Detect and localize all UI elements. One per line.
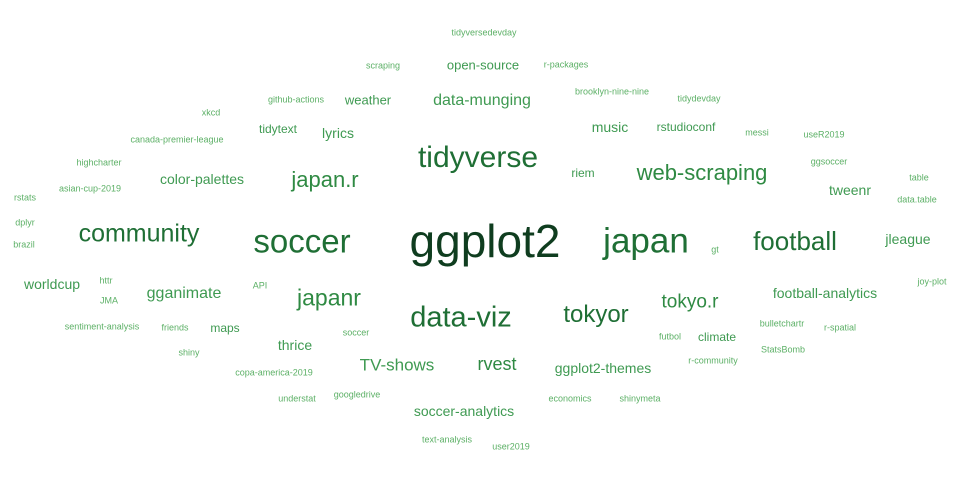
word-ggplot2-themes: ggplot2-themes bbox=[554, 360, 652, 376]
word-user2019: useR2019 bbox=[803, 129, 845, 140]
word-user2019: user2019 bbox=[492, 441, 530, 452]
word-ggplot2: ggplot2 bbox=[409, 215, 561, 267]
word-color-palettes: color-palettes bbox=[159, 171, 245, 187]
word-asian-cup-2019: asian-cup-2019 bbox=[58, 183, 122, 194]
word-japan: japan bbox=[603, 221, 689, 261]
word-worldcup: worldcup bbox=[23, 276, 81, 292]
word-soccer-analytics: soccer-analytics bbox=[413, 403, 515, 419]
word-tokyo-r: tokyo.r bbox=[661, 291, 719, 313]
word-gt: gt bbox=[711, 244, 719, 255]
word-tidyverse: tidyverse bbox=[417, 141, 539, 174]
word-dplyr: dplyr bbox=[15, 217, 35, 228]
word-data-munging: data-munging bbox=[433, 92, 531, 109]
word-futbol: futbol bbox=[658, 331, 682, 342]
word-messi: messi bbox=[745, 127, 769, 138]
word-r-spatial: r-spatial bbox=[823, 322, 857, 333]
word-copa-america-2019: copa-america-2019 bbox=[235, 367, 313, 378]
word-canada-premier-league: canada-premier-league bbox=[130, 134, 224, 145]
word-shiny: shiny bbox=[178, 347, 200, 358]
word-music: music bbox=[591, 119, 629, 135]
word-japanr: japanr bbox=[297, 284, 361, 311]
word-googledrive: googledrive bbox=[333, 389, 381, 400]
word-friends: friends bbox=[161, 322, 189, 333]
word-maps: maps bbox=[210, 321, 240, 335]
word-open-source: open-source bbox=[446, 57, 520, 73]
word-gganimate: gganimate bbox=[146, 285, 222, 302]
word-api: API bbox=[252, 280, 268, 291]
word-data-table: data.table bbox=[897, 194, 937, 205]
word-lyrics: lyrics bbox=[322, 125, 354, 141]
word-text-analysis: text-analysis bbox=[421, 434, 473, 445]
word-rstudioconf: rstudioconf bbox=[656, 120, 716, 134]
word-rstats: rstats bbox=[13, 192, 37, 203]
word-understat: understat bbox=[278, 393, 316, 404]
word-climate: climate bbox=[697, 330, 737, 344]
word-github-actions: github-actions bbox=[267, 94, 325, 105]
word-tokyor: tokyor bbox=[563, 301, 629, 328]
word-r-community: r-community bbox=[688, 355, 738, 366]
word-jleague: jleague bbox=[885, 231, 931, 247]
word-data-viz: data-viz bbox=[410, 301, 512, 334]
word-web-scraping: web-scraping bbox=[636, 160, 768, 185]
word-httr: httr bbox=[99, 275, 113, 286]
word-japan-r: japan.r bbox=[291, 167, 359, 192]
word-tidydevday: tidydevday bbox=[677, 93, 721, 104]
word-joy-plot: joy-plot bbox=[917, 276, 947, 287]
word-economics: economics bbox=[548, 393, 592, 404]
word-ggsoccer: ggsoccer bbox=[810, 156, 848, 167]
word-scraping: scraping bbox=[365, 60, 401, 71]
word-jma: JMA bbox=[100, 295, 118, 306]
word-sentiment-analysis: sentiment-analysis bbox=[64, 321, 140, 332]
word-football-analytics: football-analytics bbox=[772, 285, 878, 301]
word-community: community bbox=[78, 219, 200, 248]
word-shinymeta: shinymeta bbox=[619, 393, 661, 404]
word-brooklyn-nine-nine: brooklyn-nine-nine bbox=[574, 86, 650, 97]
word-soccer: soccer bbox=[342, 327, 370, 338]
word-tidyversedevday: tidyversedevday bbox=[451, 27, 517, 38]
word-tv-shows: TV-shows bbox=[359, 355, 435, 375]
word-thrice: thrice bbox=[277, 337, 313, 353]
word-bulletchartr: bulletchartr bbox=[759, 318, 805, 329]
word-weather: weather bbox=[344, 92, 392, 108]
word-riem: riem bbox=[571, 166, 595, 180]
word-soccer: soccer bbox=[253, 222, 351, 260]
word-tweenr: tweenr bbox=[828, 182, 872, 198]
word-statsbomb: StatsBomb bbox=[760, 344, 806, 355]
word-xkcd: xkcd bbox=[201, 107, 221, 118]
word-rvest: rvest bbox=[477, 354, 517, 374]
word-brazil: brazil bbox=[13, 239, 35, 250]
word-table: table bbox=[909, 172, 929, 183]
word-highcharter: highcharter bbox=[76, 157, 122, 168]
word-tidytext: tidytext bbox=[258, 122, 298, 136]
word-football: football bbox=[753, 226, 837, 256]
word-r-packages: r-packages bbox=[543, 59, 589, 70]
